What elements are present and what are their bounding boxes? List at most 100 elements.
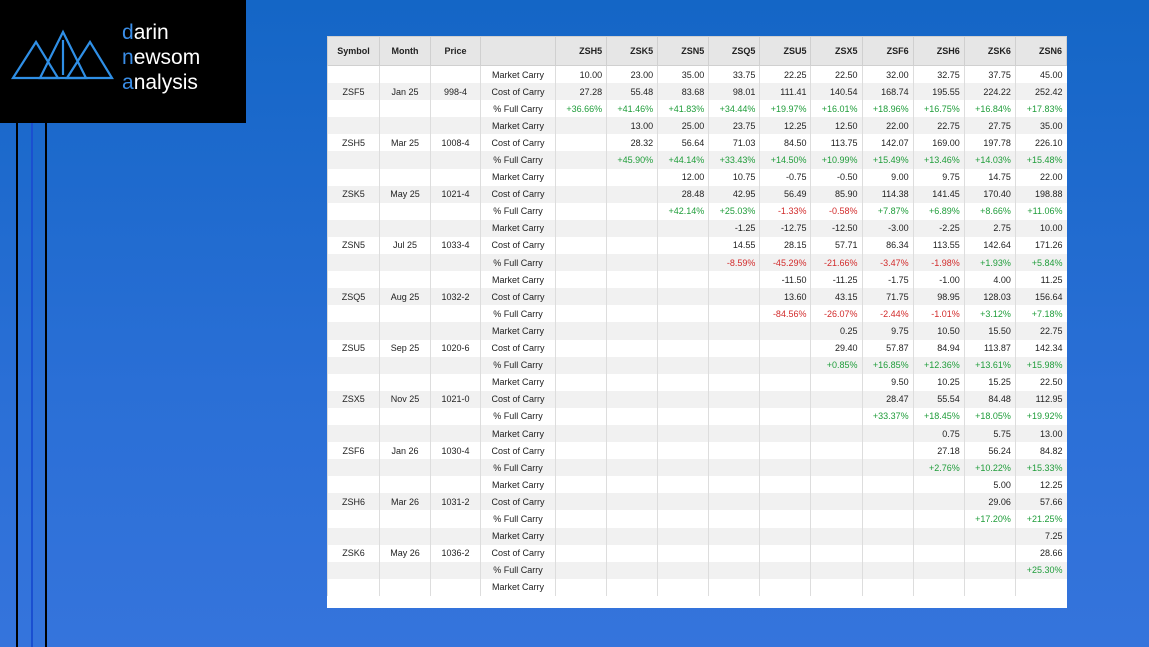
- value-cell: +21.25%: [1014, 510, 1067, 528]
- empty-cell: [810, 424, 863, 443]
- empty-cell: [554, 493, 607, 511]
- value-cell: +10.99%: [810, 151, 863, 169]
- empty-cell: [379, 561, 431, 579]
- value-cell: -11.50: [759, 271, 811, 289]
- empty-cell: [861, 510, 914, 528]
- column-header: Month: [379, 36, 431, 66]
- table-row: % Full Carry +45.90% +44.14% +33.43% +14.50%…: [327, 151, 1067, 169]
- empty-cell: [708, 442, 760, 460]
- empty-cell: [606, 339, 658, 357]
- empty-cell: [430, 271, 481, 289]
- empty-cell: [963, 544, 1016, 562]
- empty-cell: [657, 356, 709, 374]
- empty-cell: [912, 544, 965, 562]
- empty-cell: [657, 442, 709, 460]
- value-cell: +5.84%: [1014, 254, 1067, 272]
- empty-cell: [810, 476, 863, 494]
- value-cell: 84.48: [963, 390, 1016, 408]
- table-row: ZSN5 Jul 25 1033-4 Cost of Carry 14.55 28.15 5…: [327, 236, 1067, 255]
- empty-cell: [554, 219, 607, 237]
- value-cell: -11.25: [810, 271, 863, 289]
- empty-cell: [327, 271, 380, 289]
- value-cell: +16.01%: [810, 100, 863, 118]
- empty-cell: [606, 202, 658, 220]
- value-cell: 12.25: [1014, 476, 1067, 494]
- value-cell: 98.95: [912, 288, 965, 306]
- price-cell: 998-4: [430, 83, 481, 101]
- empty-cell: [759, 322, 811, 340]
- empty-cell: [657, 407, 709, 425]
- empty-cell: [912, 476, 965, 494]
- table-row: ZSF6 Jan 26 1030-4 Cost of Carry 27.18 56.24 8…: [327, 442, 1067, 460]
- empty-cell: [963, 561, 1016, 579]
- value-cell: +7.87%: [861, 202, 914, 220]
- value-cell: 5.00: [963, 476, 1016, 494]
- value-cell: 9.00: [861, 168, 914, 186]
- logo-text: darin newsom analysis: [122, 20, 200, 95]
- empty-cell: [379, 373, 431, 391]
- empty-cell: [554, 202, 607, 220]
- value-cell: -1.25: [708, 219, 760, 237]
- value-cell: 13.00: [1014, 424, 1067, 443]
- value-cell: +13.46%: [912, 151, 965, 169]
- empty-cell: [606, 578, 658, 596]
- empty-cell: [327, 578, 380, 596]
- value-cell: -26.07%: [810, 305, 863, 323]
- empty-cell: [708, 561, 760, 579]
- empty-cell: [759, 493, 811, 511]
- table-row: ZSH5 Mar 25 1008-4 Cost of Carry 28.32 56.64 7…: [327, 134, 1067, 152]
- empty-cell: [759, 527, 811, 545]
- value-cell: +33.43%: [708, 151, 760, 169]
- value-cell: +18.45%: [912, 407, 965, 425]
- price-cell: 1021-0: [430, 390, 481, 408]
- value-cell: 22.75: [912, 117, 965, 135]
- value-cell: 169.00: [912, 134, 965, 152]
- value-cell: 56.24: [963, 442, 1016, 460]
- table-row: Market Carry 5.00 12.25: [327, 476, 1067, 494]
- empty-cell: [554, 544, 607, 562]
- value-cell: 7.25: [1014, 527, 1067, 545]
- value-cell: 113.55: [912, 236, 965, 255]
- row-label: % Full Carry: [480, 459, 556, 477]
- empty-cell: [759, 459, 811, 477]
- empty-cell: [379, 151, 431, 169]
- value-cell: -84.56%: [759, 305, 811, 323]
- value-cell: 142.64: [963, 236, 1016, 255]
- value-cell: -21.66%: [810, 254, 863, 272]
- value-cell: 28.15: [759, 236, 811, 255]
- empty-cell: [554, 339, 607, 357]
- value-cell: +42.14%: [657, 202, 709, 220]
- value-cell: 10.50: [912, 322, 965, 340]
- empty-cell: [327, 373, 380, 391]
- table-row: % Full Carry +36.66% +41.46% +41.83% +34.44%…: [327, 100, 1067, 118]
- empty-cell: [327, 305, 380, 323]
- row-label: % Full Carry: [480, 254, 556, 272]
- empty-cell: [657, 373, 709, 391]
- empty-cell: [554, 578, 607, 596]
- empty-cell: [554, 424, 607, 443]
- empty-cell: [379, 219, 431, 237]
- value-cell: 15.25: [963, 373, 1016, 391]
- value-cell: 35.00: [1014, 117, 1067, 135]
- table-row: Market Carry 13.00 25.00 23.75 12.25 12.50 22.…: [327, 117, 1067, 135]
- value-cell: -1.98%: [912, 254, 965, 272]
- value-cell: 84.94: [912, 339, 965, 357]
- empty-cell: [379, 117, 431, 135]
- empty-cell: [606, 322, 658, 340]
- contract-header: ZSK6: [963, 36, 1016, 66]
- value-cell: +8.66%: [963, 202, 1016, 220]
- value-cell: 12.00: [657, 168, 709, 186]
- value-cell: 27.75: [963, 117, 1016, 135]
- table-row: % Full Carry +0.85% +16.85% +12.36% +13.61% +…: [327, 356, 1067, 374]
- empty-cell: [554, 476, 607, 494]
- value-cell: 55.54: [912, 390, 965, 408]
- empty-cell: [810, 578, 863, 596]
- row-label: Cost of Carry: [480, 83, 556, 101]
- price-cell: 1033-4: [430, 236, 481, 255]
- value-cell: +41.46%: [606, 100, 658, 118]
- empty-cell: [708, 407, 760, 425]
- month-cell: Mar 26: [379, 493, 431, 511]
- value-cell: +18.05%: [963, 407, 1016, 425]
- month-cell: Jan 26: [379, 442, 431, 460]
- empty-cell: [554, 151, 607, 169]
